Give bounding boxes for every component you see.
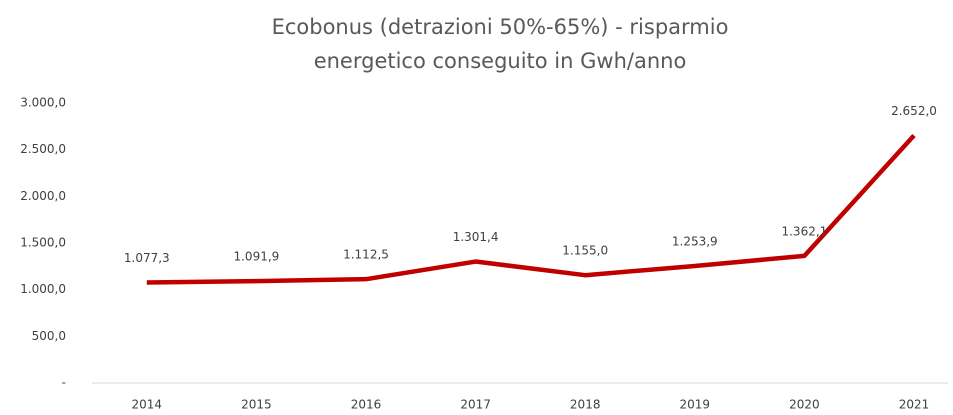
x-tick-label: 2015 [241,398,272,412]
y-tick-label: 1.500,0 [20,236,66,250]
y-tick-label: 2.500,0 [20,142,66,156]
x-tick-label: 2016 [351,398,382,412]
line [146,133,916,285]
x-tick-label: 2018 [570,398,601,412]
data-label: 1.362,1 [781,224,827,238]
y-tick-label: 2.000,0 [20,189,66,203]
data-label: 1.155,0 [562,244,608,258]
x-tick-label: 2019 [680,398,711,412]
y-tick-label: - [62,376,66,390]
y-tick-label: 1.000,0 [20,282,66,296]
y-tick-label: 3.000,0 [20,96,66,110]
data-label: 1.091,9 [233,250,279,264]
x-tick-label: 2020 [789,398,820,412]
data-label: 1.301,4 [453,230,499,244]
x-tick-label: 2014 [132,398,163,412]
chart-title: Ecobonus (detrazioni 50%-65%) - risparmi… [271,15,729,73]
data-label: 1.253,9 [672,234,718,248]
x-tick-label: 2017 [460,398,491,412]
data-label: 1.112,5 [343,248,389,262]
data-label: 1.077,3 [124,251,170,265]
y-tick-label: 500,0 [32,329,66,343]
data-label: 2.652,0 [891,104,937,118]
x-tick-label: 2021 [899,398,930,412]
